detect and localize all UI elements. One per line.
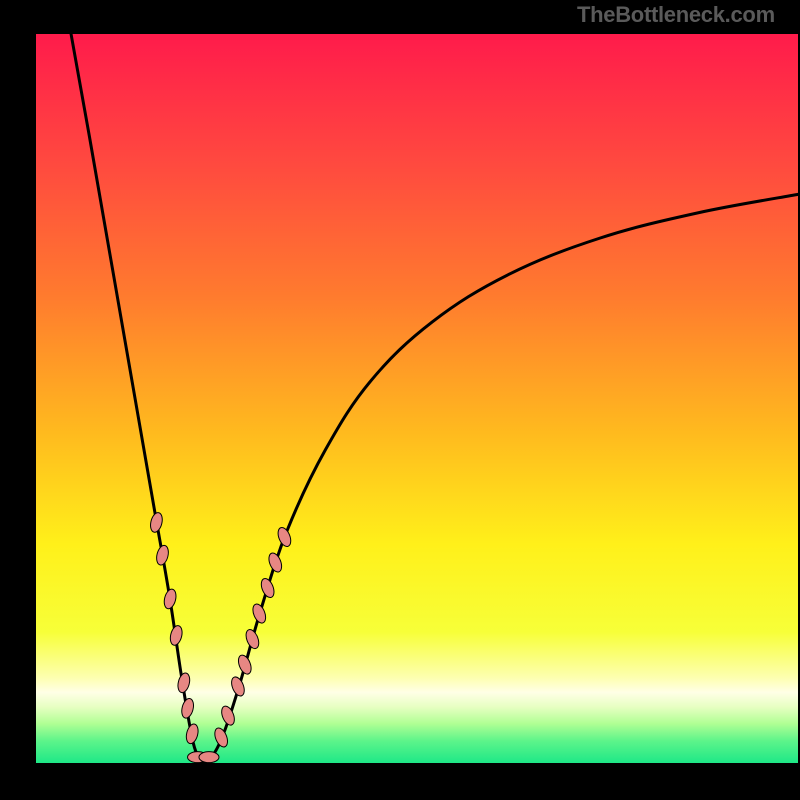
- chart-svg: [0, 0, 800, 800]
- bottleneck-chart: TheBottleneck.com: [0, 0, 800, 800]
- watermark-text: TheBottleneck.com: [577, 2, 775, 28]
